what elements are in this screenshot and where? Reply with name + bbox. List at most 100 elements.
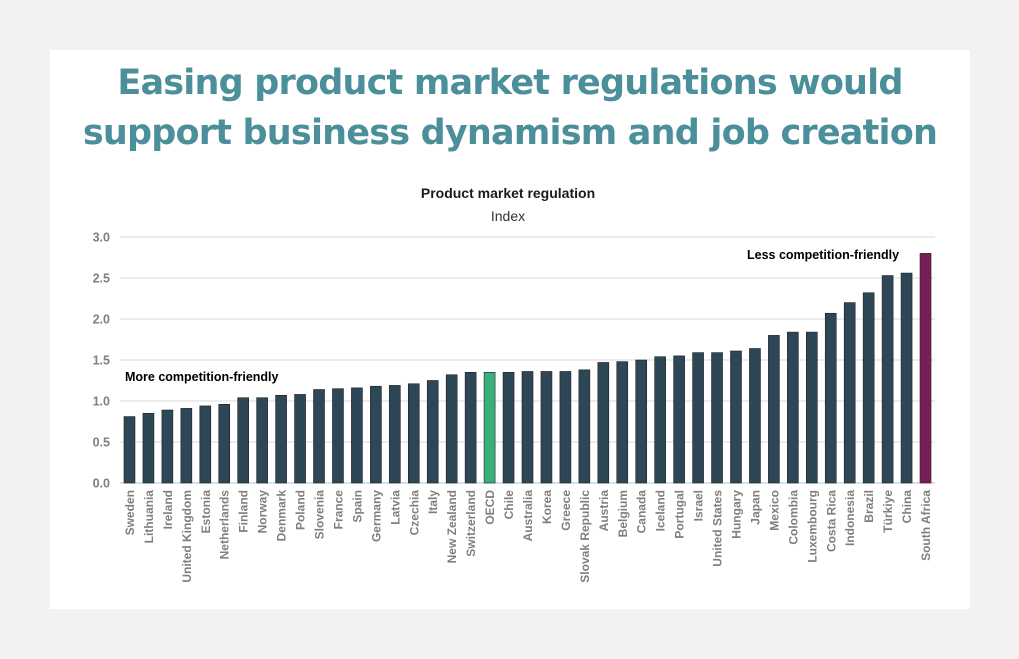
bar-south-africa bbox=[919, 253, 932, 484]
bar-chile bbox=[502, 371, 515, 484]
bar-czechia bbox=[407, 383, 420, 484]
x-tick-label: Austria bbox=[597, 490, 611, 532]
x-tick-label: Portugal bbox=[673, 490, 687, 539]
x-tick-label: Japan bbox=[748, 490, 762, 525]
x-tick-label: Sweden bbox=[123, 490, 137, 535]
y-tick-label: 0.0 bbox=[93, 477, 110, 491]
bar-portugal bbox=[673, 355, 685, 484]
x-tick-label: Germany bbox=[369, 490, 383, 542]
x-tick-label: Belgium bbox=[616, 490, 630, 537]
y-tick-label: 2.0 bbox=[93, 313, 110, 327]
bar-israel bbox=[692, 352, 704, 484]
chart-title: Product market regulation bbox=[421, 185, 595, 201]
x-tick-label: Mexico bbox=[767, 490, 781, 531]
x-tick-label: Denmark bbox=[275, 490, 289, 542]
bar-slovak-republic bbox=[578, 369, 591, 484]
y-tick-label: 1.0 bbox=[93, 395, 110, 409]
x-tick-label: Poland bbox=[294, 490, 308, 530]
bar-brazil bbox=[862, 292, 875, 484]
page-title: Easing product market regulations would … bbox=[82, 63, 938, 153]
bar-united-states bbox=[711, 352, 723, 484]
x-tick-label: Australia bbox=[521, 490, 535, 542]
bar-austria bbox=[597, 362, 610, 484]
bar-indonesia bbox=[843, 302, 856, 484]
bar-spain bbox=[351, 387, 363, 484]
bar-estonia bbox=[199, 405, 212, 484]
bar-germany bbox=[370, 385, 382, 484]
bar-hungary bbox=[730, 350, 742, 484]
bar-slovenia bbox=[313, 389, 325, 484]
x-tick-label: Slovenia bbox=[313, 490, 327, 540]
x-tick-label: South Africa bbox=[919, 490, 933, 561]
bar-luxembourg bbox=[806, 331, 818, 484]
x-tick-label: Iceland bbox=[654, 490, 668, 531]
x-tick-label: United Kingdom bbox=[180, 490, 194, 583]
x-tick-label: New Zealand bbox=[445, 490, 459, 563]
bar-colombia bbox=[787, 331, 799, 484]
annotation-less-competition-friendly: Less competition-friendly bbox=[747, 248, 899, 262]
bar-ireland bbox=[161, 409, 174, 484]
x-tick-label: Chile bbox=[502, 490, 516, 520]
x-tick-label: Slovak Republic bbox=[578, 490, 592, 583]
x-tick-label: Finland bbox=[237, 490, 251, 533]
bar-norway bbox=[256, 397, 268, 484]
bar-costa-rica bbox=[824, 312, 837, 484]
annotation-more-competition-friendly: More competition-friendly bbox=[125, 370, 279, 384]
bar-japan bbox=[749, 348, 761, 484]
bar-denmark bbox=[275, 394, 287, 484]
y-tick-label: 0.5 bbox=[93, 436, 110, 450]
x-tick-label: Hungary bbox=[729, 490, 743, 539]
x-tick-label: Czechia bbox=[407, 490, 421, 536]
bar-latvia bbox=[389, 385, 401, 484]
y-tick-label: 3.0 bbox=[93, 231, 110, 245]
bar-canada bbox=[635, 359, 648, 484]
bar-greece bbox=[559, 371, 572, 484]
bar-italy bbox=[426, 380, 439, 484]
bar-china bbox=[900, 272, 913, 484]
x-tick-label: Italy bbox=[426, 490, 440, 514]
bar-chart: Product market regulation Index 0.0 0.5 1.… bbox=[93, 185, 935, 583]
x-tick-label: Ireland bbox=[161, 490, 175, 529]
bar-switzerland bbox=[464, 371, 477, 484]
x-tick-label: Türkiye bbox=[881, 490, 895, 533]
chart-subtitle: Index bbox=[491, 208, 525, 224]
x-tick-label: Colombia bbox=[786, 490, 800, 545]
x-tick-label: OECD bbox=[483, 490, 497, 525]
x-tick-label: Korea bbox=[540, 490, 554, 524]
bar-belgium bbox=[616, 361, 629, 484]
x-tick-label: Indonesia bbox=[843, 490, 857, 546]
y-tick-label: 1.5 bbox=[93, 354, 110, 368]
chart-card: Easing product market regulations would … bbox=[50, 50, 970, 609]
bar-france bbox=[332, 388, 344, 484]
bar-oecd bbox=[483, 371, 496, 484]
x-tick-label: China bbox=[900, 490, 914, 524]
bar-finland bbox=[237, 397, 249, 484]
x-tick-label: Canada bbox=[635, 490, 649, 534]
x-tick-label: Luxembourg bbox=[805, 490, 819, 563]
x-tick-label: Norway bbox=[256, 490, 270, 534]
bars bbox=[123, 253, 932, 484]
bar-korea bbox=[540, 371, 553, 484]
x-tick-label: Latvia bbox=[388, 490, 402, 525]
bar-sweden bbox=[123, 416, 136, 484]
bar-poland bbox=[294, 394, 306, 484]
y-axis: 0.0 0.5 1.0 1.5 2.0 2.5 3.0 bbox=[93, 231, 110, 491]
x-tick-label: Lithuania bbox=[142, 490, 156, 544]
x-tick-label: Spain bbox=[350, 490, 364, 523]
bar-united-kingdom bbox=[180, 408, 193, 484]
x-tick-label: Israel bbox=[692, 490, 706, 521]
x-axis: Sweden Lithuania Ireland United Kingdom Esto… bbox=[123, 490, 933, 583]
bar-netherlands bbox=[218, 403, 231, 484]
bar-t-rkiye bbox=[881, 275, 894, 484]
bar-lithuania bbox=[142, 412, 155, 484]
x-tick-label: France bbox=[331, 490, 345, 530]
x-tick-label: United States bbox=[711, 490, 725, 567]
bar-iceland bbox=[654, 356, 666, 484]
x-tick-label: Netherlands bbox=[218, 490, 232, 560]
x-tick-label: Greece bbox=[559, 490, 573, 531]
bar-australia bbox=[521, 371, 534, 484]
x-tick-label: Brazil bbox=[862, 490, 876, 523]
x-tick-label: Switzerland bbox=[464, 490, 478, 557]
x-tick-label: Costa Rica bbox=[824, 490, 838, 552]
bar-mexico bbox=[768, 335, 780, 484]
